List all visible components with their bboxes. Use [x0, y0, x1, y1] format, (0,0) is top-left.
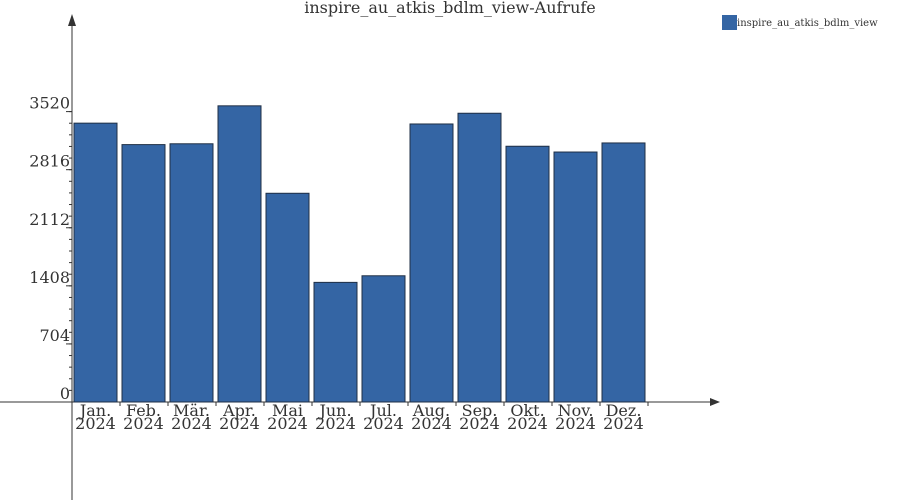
bar [457, 112, 502, 403]
y-tick-label: 1408 [29, 268, 70, 287]
x-tick-label-month: Aug. [412, 401, 450, 420]
legend: inspire_au_atkis_bdlm_view [722, 15, 878, 30]
x-tick-label-month: Sep. [462, 401, 498, 420]
bar [601, 142, 646, 403]
x-tick-label-month: Dez. [606, 401, 642, 420]
x-tick-label-year: 2024 [507, 414, 548, 433]
bar [217, 105, 262, 403]
x-tick-label-month: Jun. [317, 401, 351, 420]
x-tick-label-year: 2024 [123, 414, 164, 433]
x-tick-label-year: 2024 [555, 414, 596, 433]
bar [169, 143, 214, 403]
y-axis-ticks: 0 704 1408 2112 2816 3520 [29, 94, 72, 403]
x-axis-arrow [710, 398, 720, 406]
y-tick-label: 2112 [29, 210, 70, 229]
legend-swatch [722, 15, 737, 30]
bar [553, 151, 598, 403]
y-tick-label: 3520 [29, 94, 70, 113]
bar [361, 275, 406, 403]
chart-title: inspire_au_atkis_bdlm_view-Aufrufe [304, 0, 596, 17]
x-tick-label-year: 2024 [315, 414, 356, 433]
x-tick-label-month: Apr. [222, 401, 256, 420]
legend-label: inspire_au_atkis_bdlm_view [737, 18, 878, 29]
bar [73, 122, 118, 403]
bar [505, 145, 550, 403]
x-tick-label-month: Okt. [510, 401, 544, 420]
y-tick-label: 704 [39, 326, 70, 345]
x-tick-label-year: 2024 [219, 414, 260, 433]
x-tick-label-month: Jul. [368, 401, 397, 420]
bar [409, 123, 454, 403]
y-tick-label: 2816 [29, 152, 70, 171]
x-tick-label-year: 2024 [411, 414, 452, 433]
x-tick-label-month: Feb. [126, 401, 161, 420]
x-tick-label-month: Jan. [78, 401, 111, 420]
x-tick-label-year: 2024 [267, 414, 308, 433]
x-tick-label-year: 2024 [363, 414, 404, 433]
bar [265, 192, 310, 403]
x-tick-label-year: 2024 [459, 414, 500, 433]
x-axis-labels: Jan.2024Feb.2024Mär.2024Apr.2024Mai2024J… [71, 401, 649, 433]
x-tick-label-month: Mär. [173, 401, 210, 420]
x-tick-label-year: 2024 [603, 414, 644, 433]
x-tick-label-year: 2024 [171, 414, 212, 433]
bars [73, 105, 646, 403]
bar [313, 281, 358, 403]
x-tick-label-year: 2024 [75, 414, 116, 433]
y-axis-arrow [68, 14, 76, 26]
x-tick-label-month: Mai [272, 401, 303, 420]
y-tick-label: 0 [60, 384, 70, 403]
x-tick-label-month: Nov. [558, 401, 594, 420]
bar [121, 144, 166, 403]
